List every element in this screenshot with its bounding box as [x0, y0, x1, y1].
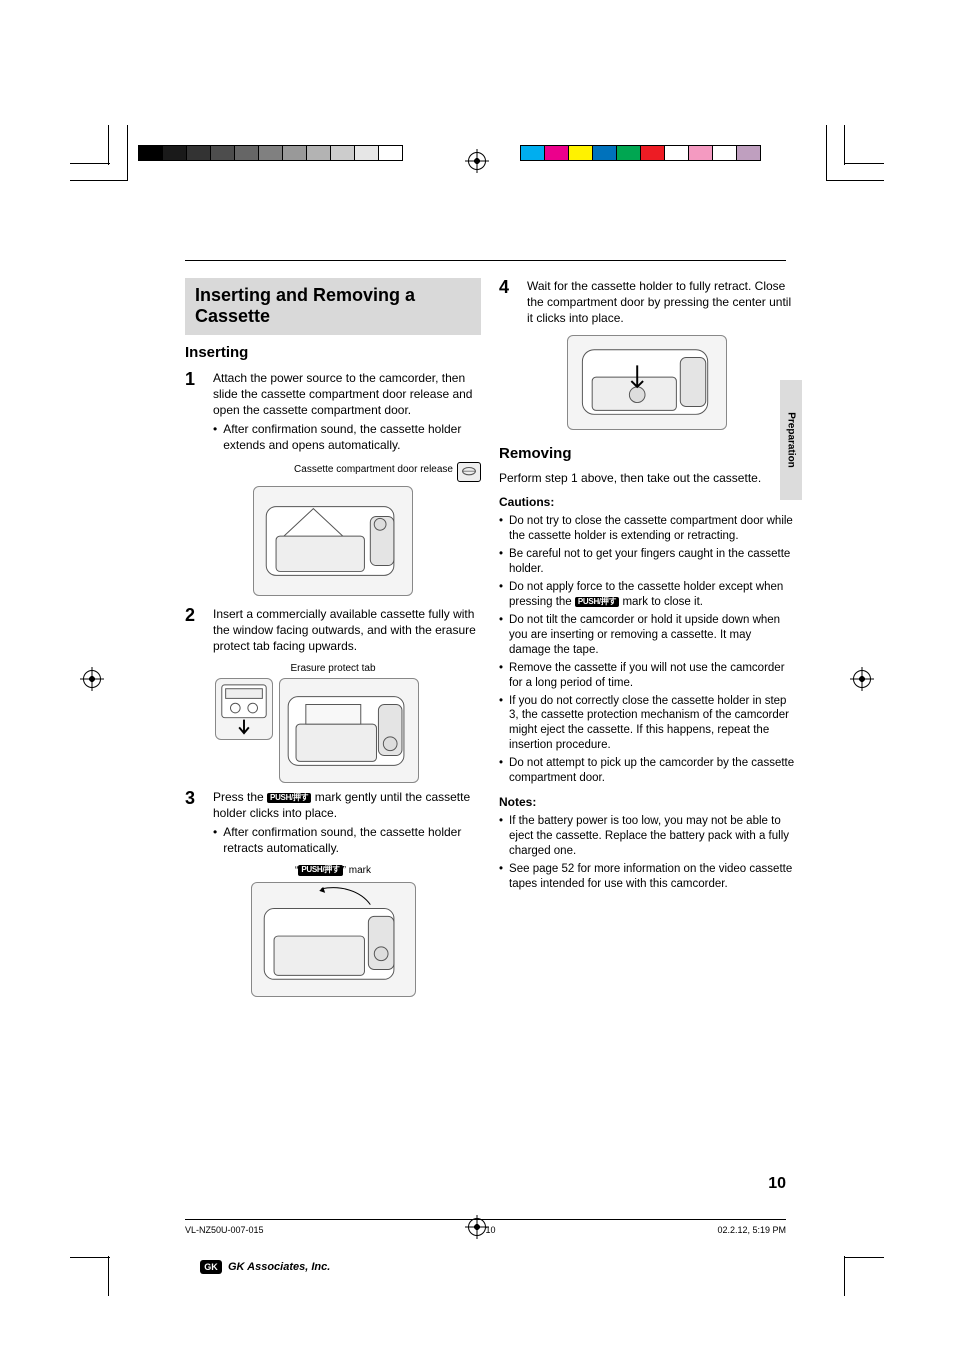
crop-mark	[127, 125, 128, 180]
crop-mark	[826, 180, 884, 181]
push-mark-icon: PUSH/押す	[267, 793, 311, 804]
page: Preparation Inserting and Removing a Cas…	[0, 0, 954, 1351]
step-number: 1	[185, 370, 203, 454]
page-title-box: Inserting and Removing a Cassette	[185, 278, 481, 335]
left-column: Inserting and Removing a Cassette Insert…	[185, 278, 481, 1007]
step-number: 3	[185, 789, 203, 857]
note-item: If the battery power is too low, you may…	[509, 814, 795, 859]
step-body: Attach the power source to the camcorder…	[213, 370, 481, 454]
figure-caption: Cassette compartment door release	[294, 464, 453, 475]
vendor-name: GK Associates, Inc.	[228, 1261, 330, 1273]
step-text: Attach the power source to the camcorder…	[213, 371, 472, 417]
crop-mark	[844, 1256, 845, 1296]
cautions-heading: Cautions:	[499, 494, 795, 510]
content-area: Inserting and Removing a Cassette Insert…	[185, 278, 795, 1007]
cautions-list: •Do not try to close the cassette compar…	[499, 514, 795, 786]
registration-target-icon	[468, 152, 486, 170]
caution-item: Be careful not to get your fingers caugh…	[509, 547, 795, 577]
crop-mark	[70, 180, 128, 181]
step-body: Press the PUSH/押す mark gently until the …	[213, 789, 481, 857]
door-release-icon	[457, 462, 481, 482]
step-text-a: Press the	[213, 790, 267, 804]
vendor-credit: GK GK Associates, Inc.	[200, 1260, 330, 1274]
bullet-dot: •	[213, 421, 217, 453]
caution-item: If you do not correctly close the casset…	[509, 694, 795, 754]
caution-item: Do not tilt the camcorder or hold it ups…	[509, 613, 795, 658]
step-sub: After confirmation sound, the cassette h…	[223, 421, 481, 453]
grayscale-bar	[138, 145, 403, 161]
page-number: 10	[768, 1175, 786, 1193]
crop-mark	[844, 1257, 884, 1258]
crop-mark	[70, 1257, 110, 1258]
footer-divider	[185, 1219, 786, 1220]
removing-heading: Removing	[499, 444, 795, 464]
caution-item: Do not attempt to pick up the camcorder …	[509, 756, 795, 786]
camcorder-illustration	[567, 335, 727, 430]
crop-mark	[844, 163, 884, 164]
crop-mark	[108, 1256, 109, 1296]
step-body: Insert a commercially available cassette…	[213, 606, 481, 655]
footer-doc-id: VL-NZ50U-007-015	[185, 1225, 264, 1235]
notes-list: •If the battery power is too low, you ma…	[499, 814, 795, 892]
process-color-bar	[520, 145, 761, 161]
registration-target-icon	[83, 670, 101, 688]
note-item: See page 52 for more information on the …	[509, 862, 795, 892]
figure-caption: “PUSH/押す” mark	[185, 864, 481, 878]
caution-item: Do not try to close the cassette compart…	[509, 514, 795, 544]
gk-logo-icon: GK	[200, 1260, 222, 1274]
removing-intro: Perform step 1 above, then take out the …	[499, 470, 795, 486]
step-3: 3 Press the PUSH/押す mark gently until th…	[185, 789, 481, 857]
camcorder-illustration	[279, 678, 419, 783]
step-text: Insert a commercially available cassette…	[213, 607, 476, 653]
step-body: Wait for the cassette holder to fully re…	[527, 278, 795, 327]
cassette-illustration	[215, 678, 273, 740]
push-mark-icon: PUSH/押す	[298, 865, 342, 876]
bullet-dot: •	[213, 824, 217, 856]
step-4: 4 Wait for the cassette holder to fully …	[499, 278, 795, 327]
footer-timestamp: 02.2.12, 5:19 PM	[717, 1225, 786, 1235]
caution-item: Do not apply force to the cassette holde…	[509, 580, 795, 610]
step-text: Wait for the cassette holder to fully re…	[527, 279, 791, 325]
right-column: 4 Wait for the cassette holder to fully …	[499, 278, 795, 1007]
step-number: 2	[185, 606, 203, 655]
figure-caption: Erasure protect tab	[185, 662, 481, 676]
step-1: 1 Attach the power source to the camcord…	[185, 370, 481, 454]
camcorder-illustration	[251, 882, 416, 997]
push-mark-icon: PUSH/押す	[575, 597, 619, 607]
notes-heading: Notes:	[499, 794, 795, 810]
camcorder-illustration	[253, 486, 413, 596]
crop-mark	[844, 125, 845, 165]
top-divider	[185, 260, 786, 261]
crop-mark	[108, 125, 109, 165]
registration-target-icon	[468, 1218, 486, 1236]
step-sub: After confirmation sound, the cassette h…	[223, 824, 481, 856]
crop-mark	[70, 163, 110, 164]
caution-item: Remove the cassette if you will not use …	[509, 661, 795, 691]
step-number: 4	[499, 278, 517, 327]
inserting-heading: Inserting	[185, 343, 481, 363]
step-2: 2 Insert a commercially available casset…	[185, 606, 481, 655]
crop-mark	[826, 125, 827, 180]
registration-target-icon	[853, 670, 871, 688]
